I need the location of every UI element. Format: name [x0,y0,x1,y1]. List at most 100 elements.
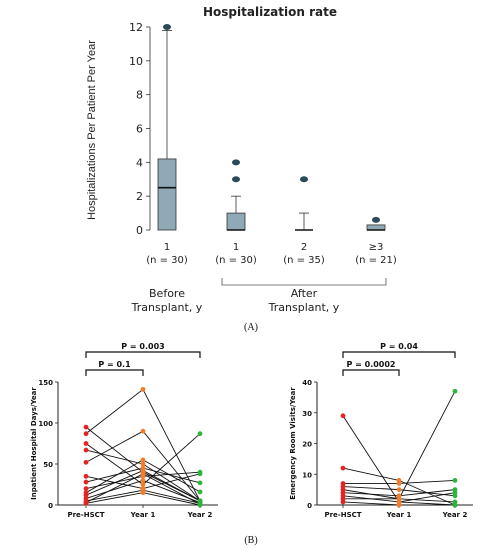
outlier-point [163,24,171,30]
category-n: (n = 30) [215,255,257,266]
subject-line [85,479,201,503]
data-point [83,447,89,453]
data-point [140,473,146,479]
data-point [140,490,146,496]
y-tick-label: 0 [307,502,312,510]
data-point [197,498,203,504]
subject-line [342,415,456,506]
after-transplant-bracket [221,278,387,286]
data-point [197,469,203,475]
er-visits-plot: Emergency Room Visits/Year 0 10 20 30 40 Pre-H… [289,342,473,519]
data-point [140,487,146,493]
data-point [197,501,203,507]
data-point [197,498,203,504]
x-tick-label: Year 1 [130,511,156,519]
data-point [340,490,346,496]
data-point [452,478,458,483]
iqr-box [157,158,177,231]
y-tick-label: 6 [136,123,143,136]
subject-line [85,467,201,484]
data-point [83,498,89,504]
y-axis-ticks: 0 2 4 6 8 10 12 [129,21,151,237]
data-point [197,489,203,495]
data-point [396,502,402,508]
data-point [452,502,458,508]
x-tick-label: Year 1 [386,511,412,519]
data-point [140,469,146,475]
data-point [197,480,203,486]
category-label: 2 [301,242,307,253]
data-point [197,500,203,506]
data-point [340,487,346,493]
data-point [83,479,89,485]
data-point [396,493,402,499]
data-point [396,496,402,502]
data-point [83,490,89,496]
data-point [452,388,458,394]
subject-line [342,486,456,497]
data-point [197,498,203,504]
subject-line [342,489,456,497]
p-value-label: P = 0.1 [98,360,131,369]
box-plots [157,24,386,231]
x-tick-label: Year 2 [187,511,213,519]
outlier-point [232,176,240,183]
subject-line [85,489,201,504]
data-point [197,498,203,504]
subject-line [85,492,201,506]
y-tick-label: 30 [302,410,312,418]
data-point [452,499,458,505]
category-n: (n = 35) [283,255,325,266]
y-tick-label: 4 [136,156,143,169]
y-tick-label: 0 [48,502,53,510]
outlier-point [300,176,308,183]
hospitalization-rate-boxplot: Hospitalization rate Hospitalizations Pe… [86,5,397,333]
y-tick-label: 2 [136,190,143,203]
data-point [140,461,146,467]
data-point [140,428,146,434]
subject-line [85,459,201,494]
data-point [83,500,89,506]
subject-line [85,473,201,490]
subject-line [342,492,456,503]
data-point [396,481,402,486]
subject-line [85,388,201,502]
subject-line [342,467,456,506]
category-label: 1 [233,242,239,253]
significance-bracket [342,369,400,376]
data-point [452,493,458,499]
data-point [197,500,203,505]
subject-line [343,479,456,484]
data-point [452,490,458,496]
data-point [197,471,203,477]
inpatient-days-plot: Inpatient Hospital Days/Year 0 50 100 150 Pre… [30,342,218,519]
subject-line [85,449,201,502]
data-point [140,482,146,487]
subject-line [343,498,456,503]
data-point [396,499,402,505]
data-point [340,499,346,505]
data-point [340,413,346,419]
group-label-before-line2: Transplant, y [131,301,203,314]
data-point [83,441,89,446]
x-tick-label: Pre-HSCT [324,511,361,519]
data-point [340,496,346,502]
subject-line [85,471,201,490]
data-point [83,431,89,437]
data-point [140,486,146,491]
subject-line [85,433,201,486]
data-point [340,465,346,471]
data-point [340,493,346,499]
x-tick-label: Year 2 [442,511,468,519]
significance-bracket [85,351,201,358]
data-point [83,424,89,430]
panel-label-b: (B) [244,535,257,546]
y-tick-label: 8 [136,89,143,102]
data-point [340,484,346,489]
data-point [197,502,203,508]
data-point [83,496,89,501]
data-point [452,502,458,508]
data-point [396,487,402,493]
outlier-point [232,159,240,166]
data-point [83,473,89,479]
